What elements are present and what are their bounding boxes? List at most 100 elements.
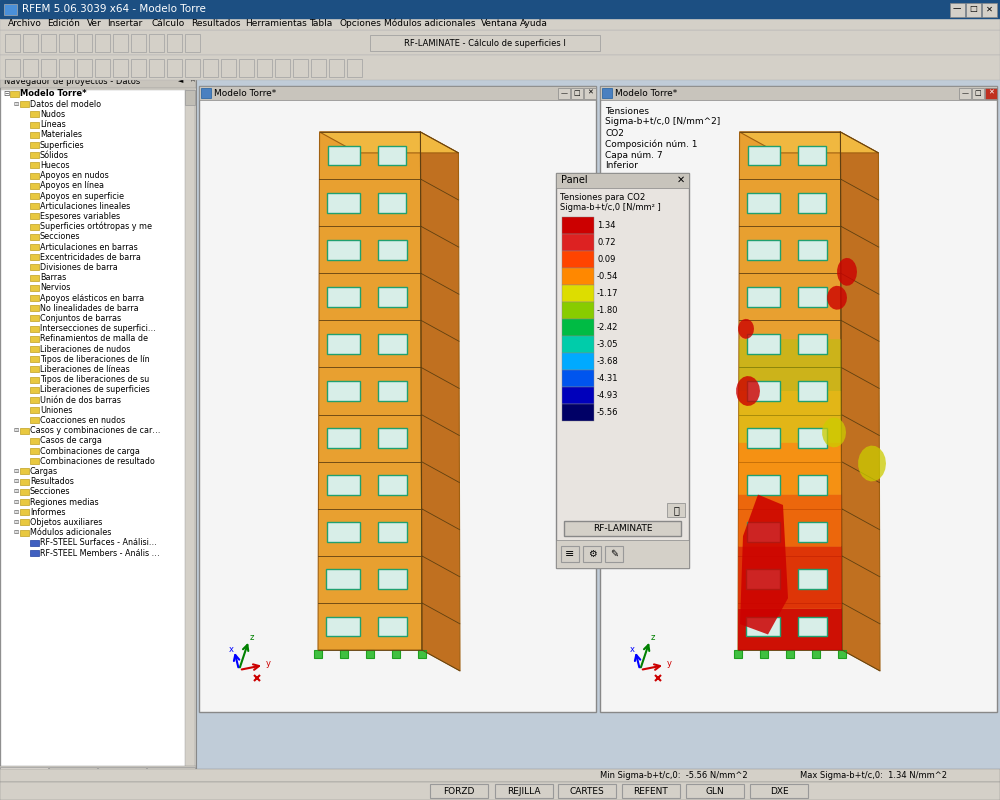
Bar (959, 88, 971, 99)
Bar (30, 326, 39, 332)
Polygon shape (326, 617, 360, 636)
Bar (30, 122, 39, 128)
Bar (30, 152, 39, 158)
Bar (20, 489, 29, 495)
Polygon shape (798, 334, 827, 354)
Bar (149, 59, 164, 77)
Text: Barras: Barras (40, 273, 66, 282)
Bar (20, 478, 29, 485)
Bar (41, 59, 56, 77)
Text: Intersecciones de superfici…: Intersecciones de superfici… (40, 324, 156, 333)
Bar (556, 540, 689, 568)
Text: ✕: ✕ (587, 90, 593, 96)
Polygon shape (327, 522, 360, 542)
Text: □: □ (574, 90, 580, 96)
Text: Ver: Ver (87, 19, 102, 29)
Bar (30, 387, 39, 393)
Text: Inferior: Inferior (605, 162, 638, 170)
Bar (5, 34, 20, 52)
Bar (562, 302, 594, 319)
Bar (314, 650, 322, 658)
Text: ⊟: ⊟ (13, 530, 18, 535)
Polygon shape (747, 334, 780, 354)
Polygon shape (798, 240, 827, 260)
Text: Navegador de proyectos - Datos: Navegador de proyectos - Datos (4, 77, 140, 86)
Polygon shape (840, 132, 880, 671)
Text: Composición núm. 1: Composición núm. 1 (605, 139, 698, 149)
Text: ⊟: ⊟ (3, 90, 9, 98)
Polygon shape (738, 494, 842, 546)
Polygon shape (378, 146, 406, 166)
Text: Resultados: Resultados (192, 19, 241, 29)
Polygon shape (798, 193, 826, 213)
Text: Apoyos elásticos en barra: Apoyos elásticos en barra (40, 294, 144, 302)
Polygon shape (798, 522, 827, 542)
Polygon shape (740, 494, 788, 634)
Bar (30, 254, 39, 260)
Bar (340, 650, 348, 658)
Text: Resul...: Resul... (157, 769, 185, 778)
Polygon shape (320, 132, 458, 153)
Bar (30, 407, 39, 414)
Bar (98, 767, 146, 780)
Text: ✕: ✕ (677, 175, 685, 185)
Bar (30, 346, 39, 352)
Bar (20, 102, 29, 107)
Bar (30, 203, 39, 210)
Text: -4.31: -4.31 (597, 374, 618, 383)
Text: Tipos de liberaciones de lín: Tipos de liberaciones de lín (40, 354, 150, 364)
Bar (185, 90, 195, 105)
Text: Modelo Torre*: Modelo Torre* (20, 90, 87, 98)
Text: RF-LAMINATE: RF-LAMINATE (593, 524, 652, 533)
Bar (600, 86, 997, 712)
Text: GLN: GLN (706, 786, 724, 795)
Text: ✕: ✕ (988, 90, 994, 96)
Text: Resultados: Resultados (30, 477, 74, 486)
Text: y: y (667, 659, 672, 669)
Text: Liberaciones de nudos: Liberaciones de nudos (40, 345, 130, 354)
Bar (30, 540, 39, 546)
Polygon shape (327, 334, 360, 354)
Text: Objetos auxiliares: Objetos auxiliares (30, 518, 102, 527)
Text: ⊟: ⊟ (13, 428, 18, 433)
Text: Mostrar: Mostrar (58, 769, 88, 778)
Bar (30, 366, 39, 373)
Bar (147, 767, 195, 780)
Polygon shape (747, 240, 780, 260)
Bar (562, 353, 594, 370)
Bar (30, 295, 39, 301)
Text: Herramientas: Herramientas (246, 19, 307, 29)
Bar (750, 784, 808, 798)
Bar (30, 214, 39, 219)
Bar (20, 428, 29, 434)
Polygon shape (746, 570, 780, 590)
Polygon shape (798, 570, 827, 590)
Bar (49, 767, 97, 780)
Text: z: z (250, 633, 254, 642)
Bar (30, 438, 39, 444)
Polygon shape (736, 376, 760, 406)
Bar (30, 173, 39, 178)
Text: Opciones: Opciones (339, 19, 381, 29)
Polygon shape (858, 446, 886, 482)
Bar (329, 59, 344, 77)
Polygon shape (327, 240, 360, 260)
Text: CO2: CO2 (605, 129, 624, 138)
Bar (20, 510, 29, 515)
Bar (131, 34, 146, 52)
Text: Secciones: Secciones (30, 487, 70, 496)
Bar (59, 34, 74, 52)
Text: Liberaciones de líneas: Liberaciones de líneas (40, 365, 130, 374)
Bar (392, 650, 400, 658)
Bar (4, 4, 17, 15)
Polygon shape (747, 381, 780, 401)
Text: y: y (266, 659, 271, 669)
Bar (562, 370, 594, 387)
Bar (686, 784, 744, 798)
Text: Liberaciones de superficies: Liberaciones de superficies (40, 386, 150, 394)
Polygon shape (747, 522, 780, 542)
Text: ⊟: ⊟ (13, 490, 18, 494)
Text: —: — (962, 90, 968, 96)
Text: Módulos adicionales: Módulos adicionales (384, 19, 475, 29)
Text: FORZD: FORZD (443, 786, 475, 795)
